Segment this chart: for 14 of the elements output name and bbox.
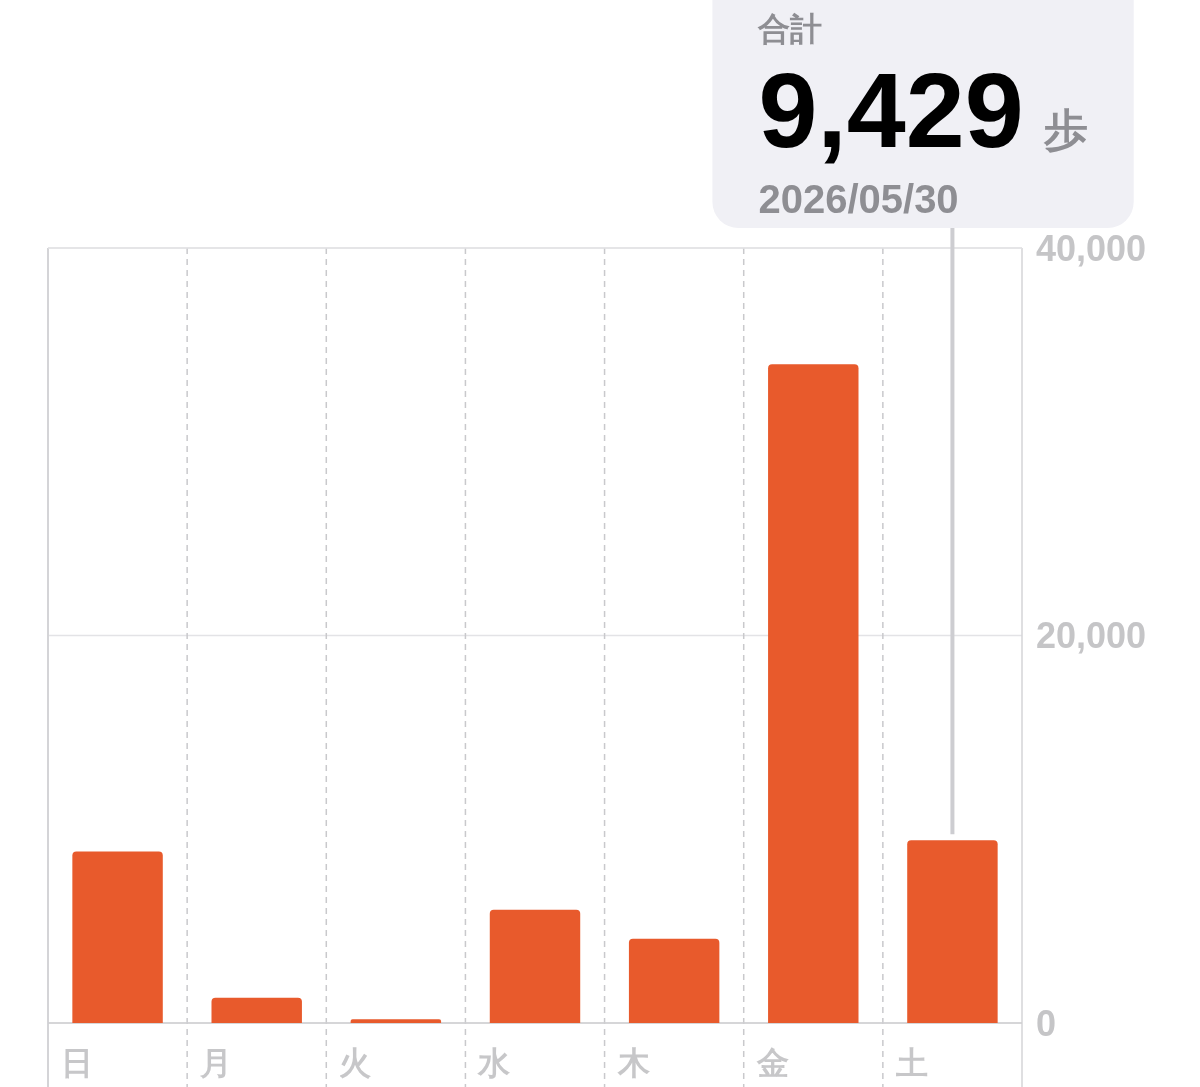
y-tick-label: 0 xyxy=(1036,1002,1057,1044)
value-label: 9,429 xyxy=(758,51,1024,169)
y-tick-label: 40,000 xyxy=(1036,227,1147,269)
tooltip-title: 合計 xyxy=(758,11,823,47)
y-tick-label: 20,000 xyxy=(1036,615,1147,656)
tooltip-unit: 歩 xyxy=(1043,105,1088,154)
x-tick-label: 火 xyxy=(339,1045,372,1081)
x-tick-label: 日 xyxy=(61,1045,93,1081)
x-tick-label: 月 xyxy=(199,1045,233,1081)
x-tick-label: 土 xyxy=(894,1045,928,1081)
tooltip-note: 2026/05/30 xyxy=(758,177,959,221)
x-tick-label: 木 xyxy=(616,1045,650,1081)
x-tick-label: 金 xyxy=(755,1045,789,1081)
x-tick-label: 水 xyxy=(477,1045,512,1081)
